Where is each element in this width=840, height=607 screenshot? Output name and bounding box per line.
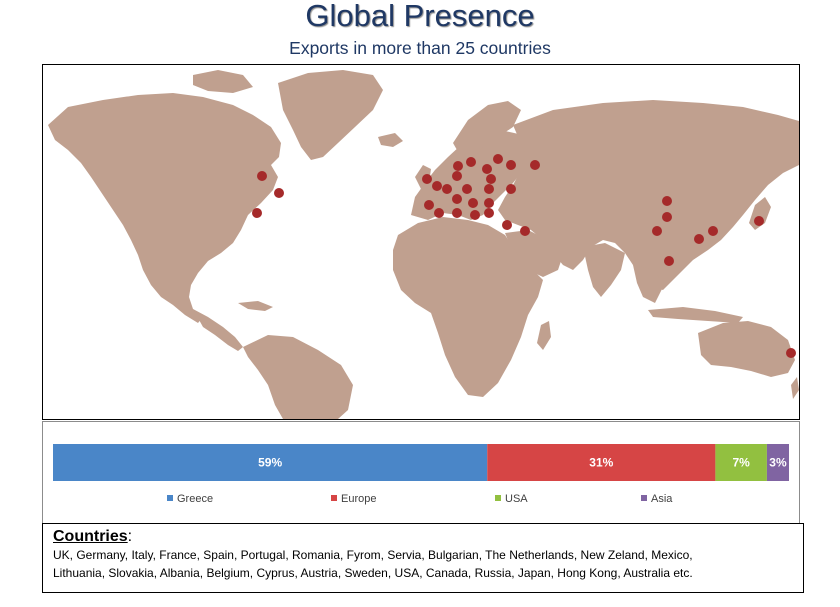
world-map-panel [42, 64, 800, 420]
africa-shape [393, 217, 543, 397]
export-marker-30 [652, 226, 662, 236]
countries-panel: Countries: UK, Germany, Italy, France, S… [42, 523, 804, 593]
countries-heading-colon: : [127, 528, 133, 545]
legend-label-europe: Europe [341, 493, 376, 505]
page-subtitle: Exports in more than 25 countries [289, 38, 551, 58]
export-marker-35 [786, 348, 796, 358]
bar-label-asia: 3% [769, 456, 787, 470]
legend-swatch-greece [167, 495, 173, 501]
export-marker-10 [432, 181, 442, 191]
export-marker-22 [506, 160, 516, 170]
export-marker-19 [470, 210, 480, 220]
export-marker-11 [424, 200, 434, 210]
export-marker-24 [506, 184, 516, 194]
export-marker-23 [530, 160, 540, 170]
europe-shape [411, 131, 535, 220]
bar-label-usa: 7% [732, 456, 750, 470]
export-marker-34 [754, 216, 764, 226]
asia-shape [498, 100, 799, 290]
export-marker-14 [452, 171, 462, 181]
export-marker-6 [482, 164, 492, 174]
greenland-shape [278, 70, 383, 160]
bar-segment-europe [487, 444, 716, 481]
export-marker-8 [493, 154, 503, 164]
export-marker-29 [662, 212, 672, 222]
bar-label-greece: 59% [258, 456, 282, 470]
export-marker-18 [468, 198, 478, 208]
export-marker-32 [708, 226, 718, 236]
legend-label-asia: Asia [651, 493, 673, 505]
legend-swatch-usa [495, 495, 501, 501]
arabia-shape [505, 230, 563, 277]
north-america-shape [48, 93, 281, 323]
indonesia-shape [648, 307, 743, 323]
export-marker-5 [466, 157, 476, 167]
export-marker-16 [462, 184, 472, 194]
export-marker-2 [274, 188, 284, 198]
bar-label-europe: 31% [589, 456, 613, 470]
bar-segment-asia [766, 444, 789, 481]
madagascar-shape [537, 321, 551, 350]
export-marker-25 [484, 208, 494, 218]
legend-label-greece: Greece [177, 493, 213, 505]
legend-swatch-europe [331, 495, 337, 501]
export-marker-33 [664, 256, 674, 266]
export-marker-12 [434, 208, 444, 218]
export-marker-17 [452, 208, 462, 218]
page-title: Global Presence [305, 0, 535, 33]
caribbean-shape [238, 301, 273, 311]
india-shape [583, 243, 625, 297]
export-marker-20 [484, 184, 494, 194]
iceland-shape [378, 133, 403, 147]
countries-list-line-2: Lithuania, Slovakia, Albania, Belgium, C… [53, 566, 693, 580]
southeast-asia-shape [633, 265, 663, 303]
central-america-shape [193, 309, 243, 351]
export-marker-7 [486, 174, 496, 184]
export-markers [252, 154, 796, 358]
countries-list-line-1: UK, Germany, Italy, France, Spain, Portu… [53, 548, 693, 562]
export-marker-1 [257, 171, 267, 181]
export-marker-3 [252, 208, 262, 218]
export-marker-15 [452, 194, 462, 204]
export-marker-21 [484, 198, 494, 208]
export-marker-31 [694, 234, 704, 244]
export-marker-28 [662, 196, 672, 206]
south-america-shape [243, 335, 353, 419]
stacked-bar-chart: 59% 31% 7% 3% Greece Europe USA Asia [53, 444, 789, 505]
bar-segment-usa [715, 444, 767, 481]
bar-segment-greece [53, 444, 488, 481]
export-marker-13 [442, 184, 452, 194]
legend-label-usa: USA [505, 493, 528, 505]
world-map [48, 70, 799, 419]
new-zealand-shape [791, 377, 799, 399]
legend-swatch-asia [641, 495, 647, 501]
export-marker-9 [422, 174, 432, 184]
export-share-chart: 59% 31% 7% 3% Greece Europe USA Asia [42, 421, 800, 524]
export-marker-4 [453, 161, 463, 171]
landmasses [48, 70, 799, 419]
export-marker-26 [502, 220, 512, 230]
australia-shape [698, 321, 795, 377]
countries-heading: Countries: [53, 528, 797, 546]
arctic-islands-shape [193, 70, 253, 93]
scandinavia-shape [453, 101, 521, 161]
export-marker-27 [520, 226, 530, 236]
countries-heading-label: Countries [53, 528, 128, 545]
